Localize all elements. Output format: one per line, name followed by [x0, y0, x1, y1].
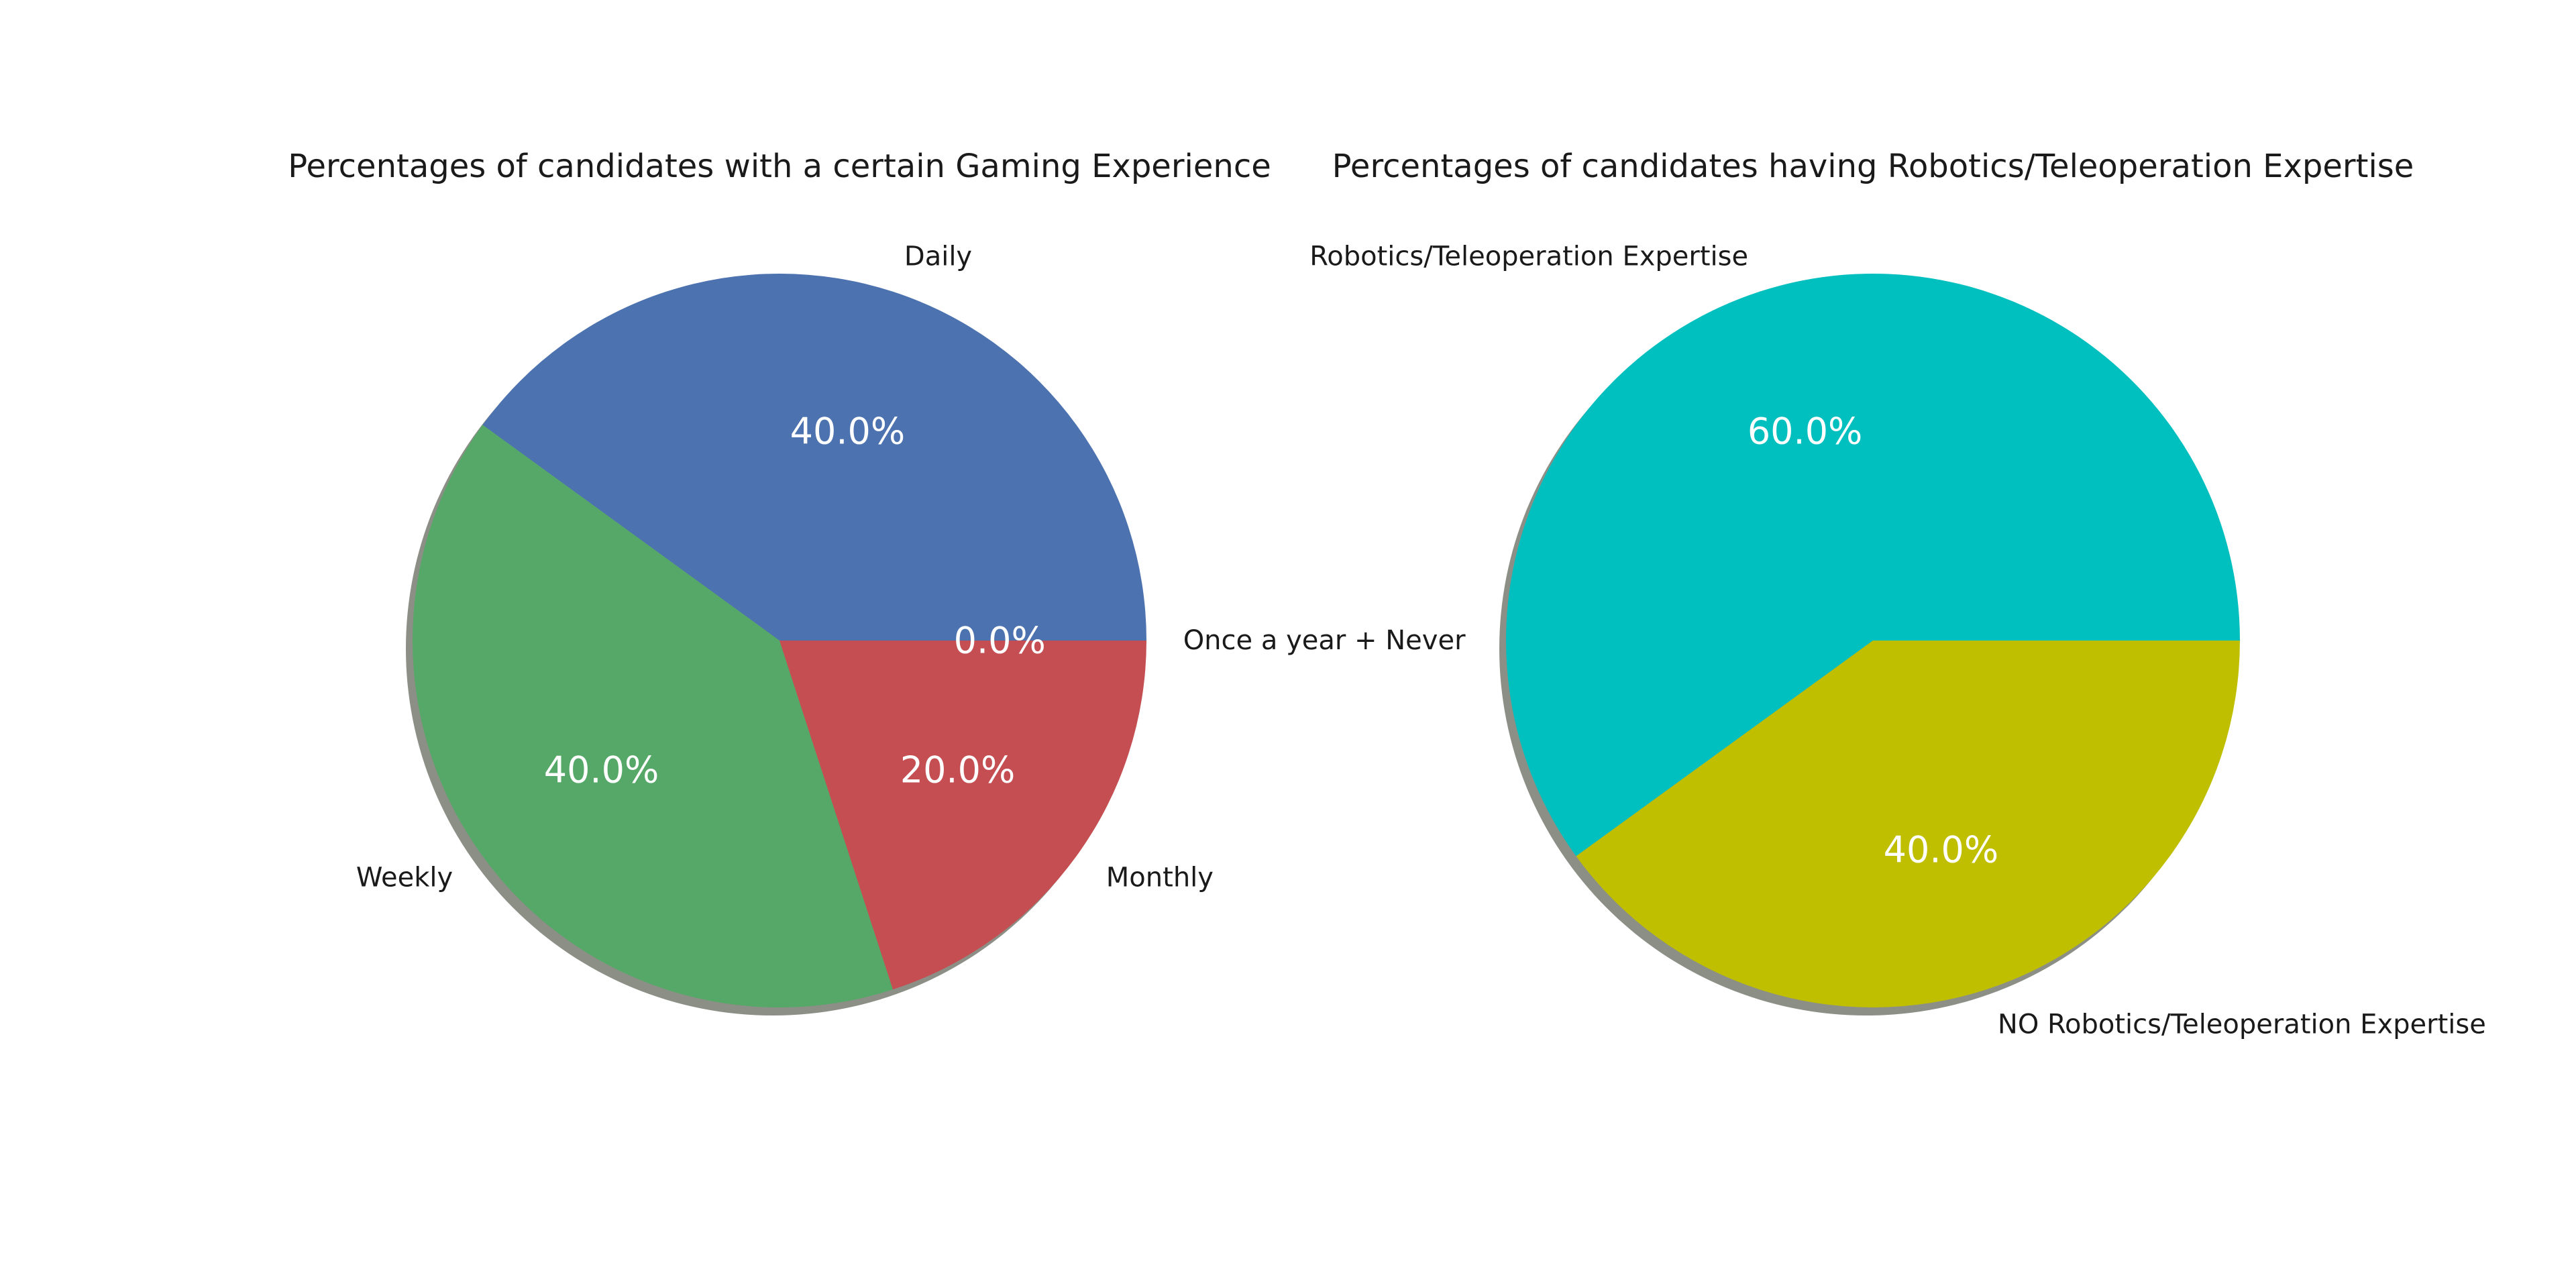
slice-label-daily: Daily — [904, 241, 972, 272]
pie-chart-gaming: Percentages of candidates with a certain… — [288, 148, 1466, 1015]
slice-label-monthly: Monthly — [1106, 863, 1214, 893]
pie-slice-monthly — [780, 641, 1146, 990]
chart-title-robotics: Percentages of candidates having Robotic… — [1332, 148, 2414, 185]
pct-label-robotics-teleoperation-expertise: 60.0% — [1748, 410, 1863, 452]
chart-title-gaming: Percentages of candidates with a certain… — [288, 148, 1271, 185]
slice-label-once-a-year-never: Once a year + Never — [1183, 625, 1466, 656]
pct-label-once-a-year-never: 0.0% — [954, 620, 1046, 662]
slice-label-robotics-teleoperation-expertise: Robotics/Teleoperation Expertise — [1309, 241, 1748, 272]
pie-slice-no-robotics-teleoperation-expertise — [1576, 641, 2240, 1007]
pie-slice-daily — [482, 274, 1146, 641]
pct-label-daily: 40.0% — [790, 410, 906, 452]
slice-label-weekly: Weekly — [356, 863, 453, 893]
pie-slice-robotics-teleoperation-expertise — [1505, 273, 2240, 857]
pie-plot-gaming: 40.0% Daily 40.0% Weekly 20.0% Monthly 0.0% Onc… — [356, 241, 1466, 1015]
pie-chart-robotics: Percentages of candidates having Robotic… — [1309, 148, 2486, 1040]
pie-plot-robotics: 60.0% Robotics/Teleoperation Expertise 40.… — [1309, 241, 2486, 1040]
pie-slice-weekly — [413, 425, 894, 1008]
pct-label-monthly: 20.0% — [900, 749, 1016, 791]
pct-label-no-robotics-teleoperation-expertise: 40.0% — [1884, 829, 1999, 871]
pct-label-weekly: 40.0% — [544, 749, 659, 791]
slice-label-no-robotics-teleoperation-expertise: NO Robotics/Teleoperation Expertise — [1998, 1009, 2486, 1040]
